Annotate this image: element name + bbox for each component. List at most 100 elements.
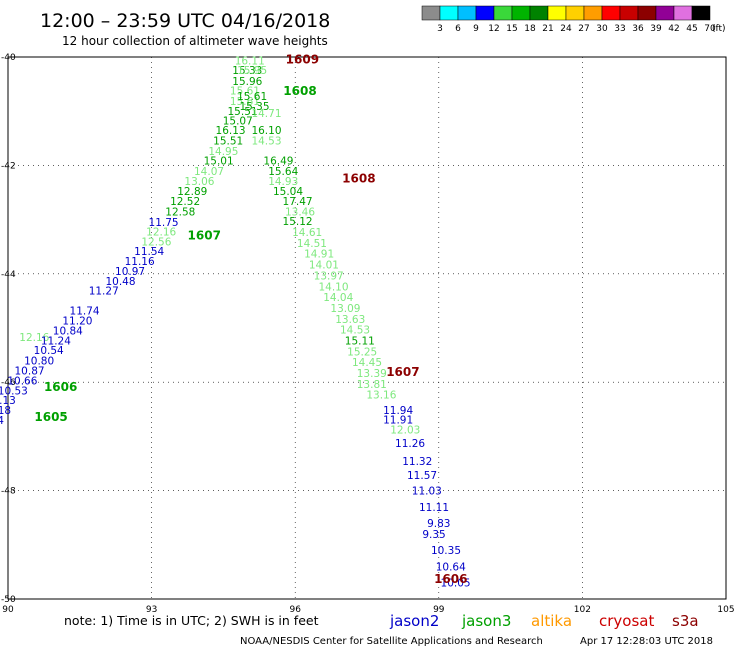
colorbar-swatch — [673, 5, 693, 21]
swh-point-label: 12.58 — [165, 206, 195, 218]
colorbar-tick-label: 33 — [614, 24, 625, 34]
swh-point-label: 14.61 — [292, 227, 322, 239]
colorbar-tick-label: 27 — [578, 24, 589, 34]
colorbar-tick-label: 3 — [437, 24, 443, 34]
footer-timestamp: Apr 17 12:28:03 UTC 2018 — [580, 636, 713, 647]
swh-point-label: 15.96 — [232, 76, 262, 88]
swh-point-label: 15.51 — [213, 135, 243, 147]
swh-point-label: 12.03 — [390, 424, 420, 436]
swh-point-label: 14.53 — [251, 135, 281, 147]
x-tick-label: 96 — [289, 605, 301, 615]
swh-point-label: 9.83 — [427, 518, 450, 530]
satellite-legend-item: altika — [531, 612, 572, 630]
swh-point-label: 13.97 — [314, 270, 344, 282]
time-label: 1606 — [434, 572, 467, 586]
swh-point-label: 11.27 — [89, 286, 119, 298]
swh-point-label: 15.51 — [228, 106, 258, 118]
time-label: 1608 — [283, 84, 316, 98]
y-tick-label: -46 — [1, 378, 16, 388]
swh-point-label: 10.48 — [105, 276, 135, 288]
swh-point-label: 15.12 — [283, 216, 313, 228]
swh-point-label: 12.89 — [177, 186, 207, 198]
y-tick-label: -44 — [1, 270, 16, 280]
swh-point-label: 11.26 — [395, 438, 425, 450]
swh-point-label: 13.63 — [335, 314, 365, 326]
swh-point-label: 11.24 — [41, 335, 71, 347]
swh-point-label: 10.18 — [0, 405, 11, 417]
colorbar-legend: 3 6 9 12 15 18 21 24 27 30 33 36 39 42 45 70 — [421, 5, 716, 34]
swh-point-label: 13.06 — [184, 176, 214, 188]
swh-point-label: 13.09 — [330, 303, 360, 315]
colorbar-swatch — [601, 5, 621, 21]
swh-point-label: 15.04 — [273, 186, 303, 198]
colorbar-swatch — [691, 5, 711, 21]
swh-point-label: 15.01 — [204, 156, 234, 168]
time-label: 1606 — [44, 380, 77, 394]
swh-point-label: 11.16 — [125, 256, 155, 268]
swh-point-label: 13.16 — [366, 390, 396, 402]
plot-grid — [8, 57, 726, 599]
swh-point-label: 15.35 — [239, 101, 269, 113]
satellite-legend-item: jason3 — [461, 612, 511, 630]
swh-point-label: 16.10 — [251, 125, 281, 137]
colorbar-swatch — [529, 5, 549, 21]
swh-point-label: 14.71 — [251, 108, 281, 120]
satellite-legend-item: jason2 — [389, 612, 439, 630]
swh-point-label: 14.45 — [352, 357, 382, 369]
swh-point-label: 14.53 — [340, 325, 370, 337]
colorbar-swatch — [511, 5, 531, 21]
colorbar-tick-label: 15 — [506, 24, 517, 34]
chart-title: 12:00 – 23:59 UTC 04/16/2018 — [40, 10, 330, 32]
wave-height-points: 16.1115.3315.9515.9615.6115.6115.6115.51… — [0, 55, 471, 589]
x-tick-label: 105 — [717, 605, 734, 615]
swh-point-label: 14.93 — [268, 176, 298, 188]
colorbar-swatch — [493, 5, 513, 21]
colorbar-swatch — [475, 5, 495, 21]
x-tick-label: 93 — [146, 605, 157, 615]
colorbar-tick-label: 42 — [668, 24, 679, 34]
time-label: 1609 — [286, 53, 319, 67]
colorbar-swatch — [583, 5, 603, 21]
swh-point-label: 14.10 — [318, 281, 348, 293]
swh-point-label: 12.52 — [170, 196, 200, 208]
swh-point-label: 10.05 — [441, 578, 471, 590]
swh-point-label: 10.35 — [431, 545, 461, 557]
swh-point-label: 12.16 — [146, 227, 176, 239]
swh-point-label: 15.11 — [345, 335, 375, 347]
axis-ticks: 90 93 96 99 102 105 -40 -42 -44 -46 -48 -50 — [1, 53, 735, 615]
colorbar-swatch — [439, 5, 459, 21]
swh-point-label: 16.11 — [235, 55, 265, 67]
satellite-legend: jason2 jason3 altika cryosat s3a — [389, 612, 699, 630]
swh-point-label: 15.64 — [268, 166, 298, 178]
swh-point-label: 15.33 — [232, 65, 262, 77]
colorbar-tick-label: 6 — [455, 24, 461, 34]
time-label: 1608 — [342, 171, 375, 185]
swh-point-label: 16.13 — [216, 125, 246, 137]
swh-point-label: 10.97 — [115, 266, 145, 278]
colorbar-tick-label: 9 — [473, 24, 479, 34]
swh-point-label: 10.53 — [0, 385, 28, 397]
swh-point-label: 10.34 — [0, 415, 4, 427]
colorbar-tick-label: 18 — [524, 24, 536, 34]
swh-point-label: 13.39 — [357, 368, 387, 380]
swh-point-label: 14.07 — [194, 166, 224, 178]
swh-point-label: 13.81 — [357, 379, 387, 391]
swh-point-label: 15.25 — [347, 346, 377, 358]
time-label: 1607 — [188, 228, 221, 242]
chart-subtitle: 12 hour collection of altimeter wave hei… — [62, 34, 328, 48]
swh-point-label: 11.03 — [412, 486, 442, 498]
footer-note: note: 1) Time is in UTC; 2) SWH is in fe… — [64, 613, 319, 628]
swh-point-label: 15.61 — [230, 86, 260, 98]
swh-point-label: 10.84 — [53, 326, 83, 338]
swh-point-label: 10.64 — [436, 561, 466, 573]
swh-point-label: 14.95 — [208, 146, 238, 158]
time-label: 1607 — [386, 365, 419, 379]
plot-frame — [7, 56, 727, 600]
swh-point-label: 14.91 — [304, 249, 334, 261]
colorbar-unit: (ft) — [712, 24, 726, 34]
swh-point-label: 11.74 — [70, 306, 100, 318]
satellite-legend-item: cryosat — [599, 612, 654, 630]
colorbar-tick-label: 12 — [488, 24, 499, 34]
swh-point-label: 14.01 — [309, 260, 339, 272]
